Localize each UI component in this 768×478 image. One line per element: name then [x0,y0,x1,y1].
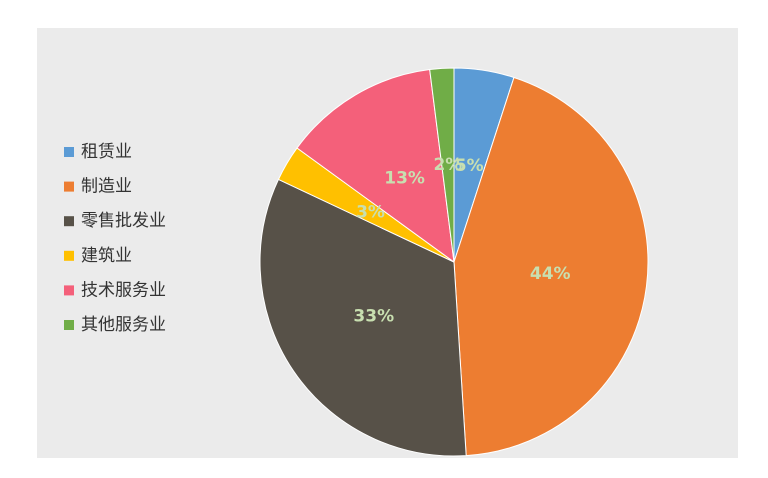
legend-swatch [64,181,74,192]
pie-slice [259,178,467,457]
legend-swatch [64,250,74,261]
slice-label: 2% [433,155,462,175]
pie-slice [429,67,455,263]
legend-swatch [64,320,74,330]
legend-text: 其他服务业 [81,315,166,335]
pie-slice [453,76,649,457]
legend-text: 零售批发业 [81,211,166,231]
slice-label: 44% [530,264,571,284]
slice-label: 3% [356,203,385,223]
legend-swatch [64,147,74,157]
legend-text: 技术服务业 [81,280,166,300]
pie-slice [296,68,455,264]
slice-label: 33% [353,307,394,327]
legend-swatch [64,216,74,227]
slice-label: 5% [455,156,484,176]
legend-text: 租赁业 [81,142,132,162]
legend-text: 制造业 [81,177,132,197]
legend-text: 建筑业 [81,246,132,266]
slice-label: 13% [384,169,425,189]
legend-swatch [64,285,74,296]
